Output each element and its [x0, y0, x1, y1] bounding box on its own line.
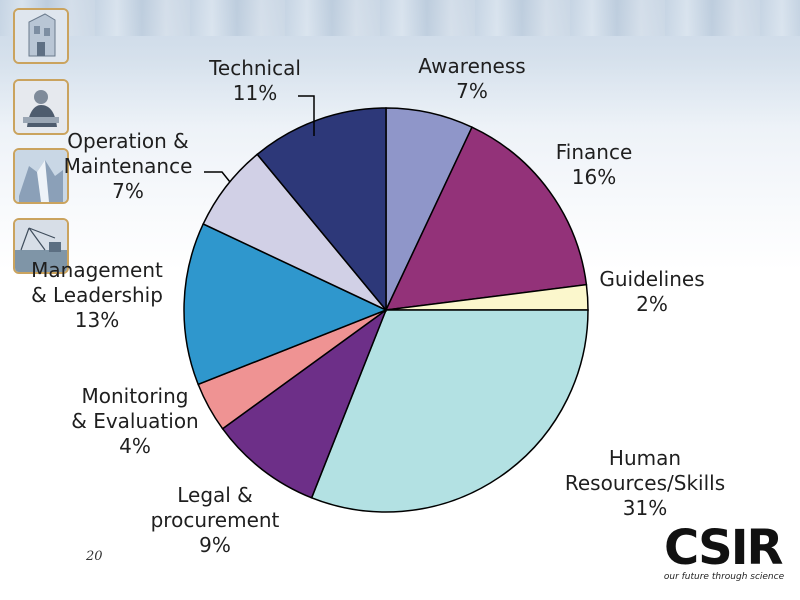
slice-label-line: 2%: [636, 292, 668, 316]
worker-icon: [15, 81, 67, 133]
pie-slice-human-resources: [310, 309, 589, 513]
field-icon: [15, 220, 67, 272]
slice-label-line: & Leadership: [31, 283, 163, 307]
worker-photo-thumbnail: [13, 79, 69, 135]
slice-label-line: Maintenance: [64, 154, 193, 178]
logo-wordmark: CSIR: [664, 520, 783, 574]
leader-line-operation: [204, 171, 231, 183]
header-band: [0, 0, 800, 36]
slice-label-line: 7%: [112, 179, 144, 203]
csir-wordmark-icon: CSIR: [664, 520, 785, 576]
slice-label-line: Monitoring: [82, 384, 189, 408]
slice-label-line: Resources/Skills: [565, 471, 725, 495]
pie-slice-finance: [384, 126, 588, 311]
slice-label-line: 16%: [572, 165, 616, 189]
slice-label-line: Guidelines: [599, 267, 704, 291]
slice-label-line: 4%: [119, 434, 151, 458]
slice-label-finance: Finance 16%: [556, 140, 633, 189]
field-photo-thumbnail: [13, 218, 69, 274]
waterfall-photo-thumbnail: [13, 148, 69, 204]
slice-labels: Awareness 7%Finance 16%Guidelines 2%Human Re…: [31, 54, 725, 557]
slice-label-operation: Operation & Maintenance 7%: [64, 129, 193, 203]
slice-label-line: 13%: [75, 308, 119, 332]
slice-label-line: 7%: [456, 79, 488, 103]
leader-line-technical: [298, 95, 315, 136]
pie-slice-management: [183, 222, 388, 386]
slice-label-line: Human: [609, 446, 681, 470]
building-icon: [15, 10, 67, 62]
pie-slices: [183, 107, 589, 513]
slice-label-line: 9%: [199, 533, 231, 557]
slice-label-legal: Legal & procurement 9%: [151, 483, 280, 557]
slice-label-awareness: Awareness 7%: [418, 54, 525, 103]
slice-label-line: Technical: [208, 56, 301, 80]
pie-slice-technical: [256, 107, 387, 313]
slice-label-management: Management & Leadership 13%: [31, 258, 163, 332]
slice-label-human-resources: Human Resources/Skills 31%: [565, 446, 725, 520]
slice-label-line: & Evaluation: [71, 409, 198, 433]
slice-label-line: procurement: [151, 508, 280, 532]
label-leader-lines: [204, 95, 315, 183]
csir-logo: CSIR our future through science: [662, 518, 786, 588]
slice-label-monitoring: Monitoring & Evaluation 4%: [71, 384, 198, 458]
slice-label-line: Awareness: [418, 54, 525, 78]
slice-label-line: Operation &: [67, 129, 188, 153]
slice-label-guidelines: Guidelines 2%: [599, 267, 704, 316]
page-number: 20: [86, 549, 103, 564]
slice-label-line: Legal &: [177, 483, 253, 507]
building-photo-thumbnail: [13, 8, 69, 64]
slice-label-line: Finance: [556, 140, 633, 164]
slice-label-line: Management: [31, 258, 163, 282]
waterfall-icon: [15, 150, 67, 202]
logo-tagline: our future through science: [663, 572, 785, 582]
pie-slice-legal: [221, 307, 388, 499]
slice-label-technical: Technical 11%: [208, 56, 301, 105]
slice-label-line: 11%: [233, 81, 277, 105]
slice-label-line: 31%: [623, 496, 667, 520]
